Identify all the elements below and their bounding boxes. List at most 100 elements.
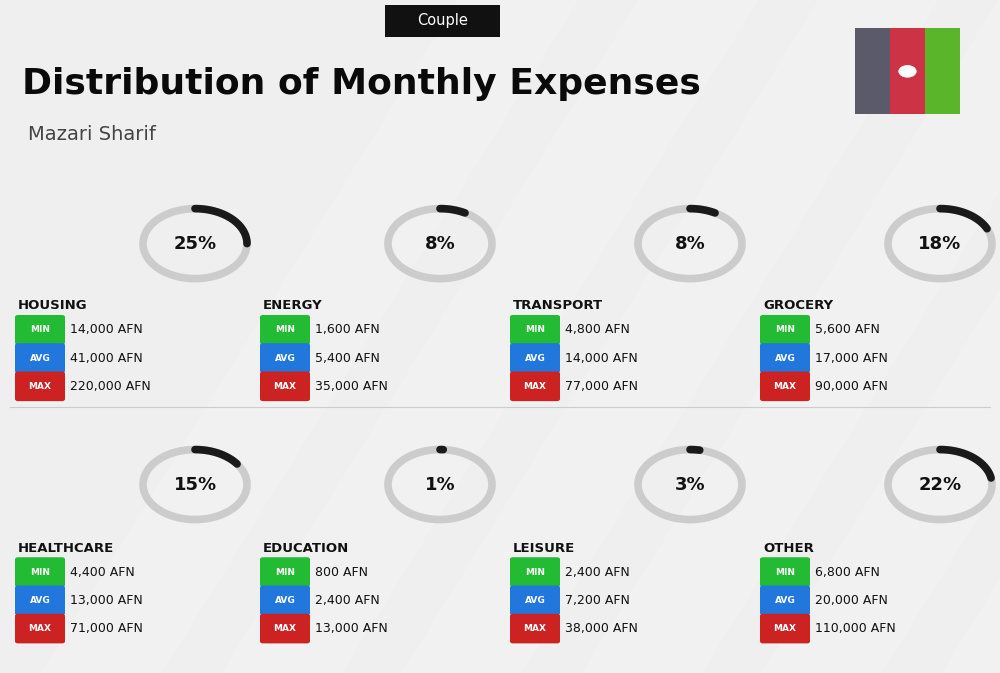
Text: AVG: AVG xyxy=(525,353,545,363)
FancyBboxPatch shape xyxy=(15,371,65,401)
FancyBboxPatch shape xyxy=(260,343,310,373)
FancyBboxPatch shape xyxy=(510,371,560,401)
Text: 38,000 AFN: 38,000 AFN xyxy=(565,622,638,635)
Text: 15%: 15% xyxy=(173,476,217,493)
Polygon shape xyxy=(900,0,1000,673)
Text: Distribution of Monthly Expenses: Distribution of Monthly Expenses xyxy=(22,67,701,102)
Text: 7,200 AFN: 7,200 AFN xyxy=(565,594,630,607)
FancyBboxPatch shape xyxy=(510,614,560,643)
Text: 5,600 AFN: 5,600 AFN xyxy=(815,323,880,336)
FancyBboxPatch shape xyxy=(260,614,310,643)
FancyBboxPatch shape xyxy=(510,315,560,345)
Text: MIN: MIN xyxy=(525,567,545,577)
Text: AVG: AVG xyxy=(775,596,795,605)
Text: HOUSING: HOUSING xyxy=(18,299,88,312)
Text: 71,000 AFN: 71,000 AFN xyxy=(70,622,143,635)
Text: 25%: 25% xyxy=(173,235,217,252)
Text: MAX: MAX xyxy=(274,624,297,633)
Text: EDUCATION: EDUCATION xyxy=(263,542,349,555)
Text: 2,400 AFN: 2,400 AFN xyxy=(315,594,380,607)
Text: AVG: AVG xyxy=(30,353,50,363)
FancyBboxPatch shape xyxy=(15,343,65,373)
FancyBboxPatch shape xyxy=(15,614,65,643)
Text: 6,800 AFN: 6,800 AFN xyxy=(815,565,880,579)
FancyBboxPatch shape xyxy=(510,343,560,373)
Text: 4,400 AFN: 4,400 AFN xyxy=(70,565,135,579)
Text: 77,000 AFN: 77,000 AFN xyxy=(565,380,638,393)
Text: 2,400 AFN: 2,400 AFN xyxy=(565,565,630,579)
Text: Mazari Sharif: Mazari Sharif xyxy=(28,125,156,143)
Text: AVG: AVG xyxy=(275,353,295,363)
FancyBboxPatch shape xyxy=(760,557,810,587)
Text: 13,000 AFN: 13,000 AFN xyxy=(315,622,388,635)
Text: MAX: MAX xyxy=(28,624,52,633)
Text: 800 AFN: 800 AFN xyxy=(315,565,368,579)
Text: 14,000 AFN: 14,000 AFN xyxy=(565,351,638,365)
Text: ENERGY: ENERGY xyxy=(263,299,323,312)
Text: OTHER: OTHER xyxy=(763,542,814,555)
Text: AVG: AVG xyxy=(775,353,795,363)
Text: MIN: MIN xyxy=(775,325,795,334)
Polygon shape xyxy=(540,0,1000,673)
Text: 8%: 8% xyxy=(675,235,705,252)
Text: MIN: MIN xyxy=(775,567,795,577)
Bar xyxy=(925,28,960,114)
Text: MAX: MAX xyxy=(274,382,297,391)
FancyBboxPatch shape xyxy=(15,557,65,587)
FancyBboxPatch shape xyxy=(385,5,500,37)
Text: AVG: AVG xyxy=(525,596,545,605)
Text: MIN: MIN xyxy=(275,325,295,334)
Text: MIN: MIN xyxy=(30,567,50,577)
Text: TRANSPORT: TRANSPORT xyxy=(513,299,603,312)
Text: Couple: Couple xyxy=(417,13,468,28)
FancyBboxPatch shape xyxy=(510,557,560,587)
Text: GROCERY: GROCERY xyxy=(763,299,833,312)
Text: AVG: AVG xyxy=(275,596,295,605)
FancyBboxPatch shape xyxy=(760,586,810,615)
Text: MAX: MAX xyxy=(774,624,796,633)
Text: MIN: MIN xyxy=(275,567,295,577)
Text: 1%: 1% xyxy=(425,476,455,493)
Text: HEALTHCARE: HEALTHCARE xyxy=(18,542,114,555)
FancyBboxPatch shape xyxy=(260,315,310,345)
Bar xyxy=(890,28,925,114)
Text: 220,000 AFN: 220,000 AFN xyxy=(70,380,151,393)
Text: MIN: MIN xyxy=(525,325,545,334)
Text: 1,600 AFN: 1,600 AFN xyxy=(315,323,380,336)
Text: MAX: MAX xyxy=(774,382,796,391)
Text: 20,000 AFN: 20,000 AFN xyxy=(815,594,888,607)
FancyBboxPatch shape xyxy=(760,371,810,401)
Text: 14,000 AFN: 14,000 AFN xyxy=(70,323,143,336)
Circle shape xyxy=(899,65,916,77)
Polygon shape xyxy=(0,0,620,673)
Text: MIN: MIN xyxy=(30,325,50,334)
FancyBboxPatch shape xyxy=(760,343,810,373)
Text: AVG: AVG xyxy=(30,596,50,605)
Text: MAX: MAX xyxy=(28,382,52,391)
Text: LEISURE: LEISURE xyxy=(513,542,575,555)
Text: 8%: 8% xyxy=(425,235,455,252)
Text: 110,000 AFN: 110,000 AFN xyxy=(815,622,896,635)
FancyBboxPatch shape xyxy=(510,586,560,615)
Polygon shape xyxy=(360,0,980,673)
Text: 17,000 AFN: 17,000 AFN xyxy=(815,351,888,365)
Text: 18%: 18% xyxy=(918,235,962,252)
Text: 3%: 3% xyxy=(675,476,705,493)
FancyBboxPatch shape xyxy=(760,315,810,345)
Text: 35,000 AFN: 35,000 AFN xyxy=(315,380,388,393)
Text: 22%: 22% xyxy=(918,476,962,493)
Polygon shape xyxy=(720,0,1000,673)
FancyBboxPatch shape xyxy=(260,557,310,587)
Text: 4,800 AFN: 4,800 AFN xyxy=(565,323,630,336)
Text: MAX: MAX xyxy=(524,382,546,391)
Text: MAX: MAX xyxy=(524,624,546,633)
Text: 41,000 AFN: 41,000 AFN xyxy=(70,351,143,365)
Polygon shape xyxy=(180,0,800,673)
Text: 90,000 AFN: 90,000 AFN xyxy=(815,380,888,393)
Text: 5,400 AFN: 5,400 AFN xyxy=(315,351,380,365)
FancyBboxPatch shape xyxy=(260,586,310,615)
FancyBboxPatch shape xyxy=(260,371,310,401)
Bar xyxy=(855,28,890,114)
FancyBboxPatch shape xyxy=(760,614,810,643)
FancyBboxPatch shape xyxy=(15,315,65,345)
